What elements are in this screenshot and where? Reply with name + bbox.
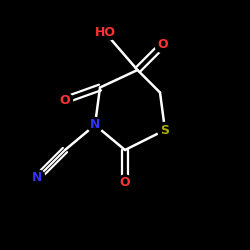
Ellipse shape	[118, 175, 132, 190]
Text: N: N	[32, 171, 43, 184]
Ellipse shape	[158, 122, 172, 138]
Text: HO: HO	[94, 26, 116, 39]
Text: O: O	[120, 176, 130, 189]
Ellipse shape	[155, 38, 170, 52]
Text: O: O	[157, 38, 168, 52]
Ellipse shape	[58, 92, 72, 108]
Ellipse shape	[30, 170, 45, 185]
Ellipse shape	[92, 24, 118, 40]
Text: S: S	[160, 124, 170, 136]
Text: O: O	[60, 94, 70, 106]
Text: N: N	[90, 118, 100, 132]
Ellipse shape	[88, 118, 102, 132]
